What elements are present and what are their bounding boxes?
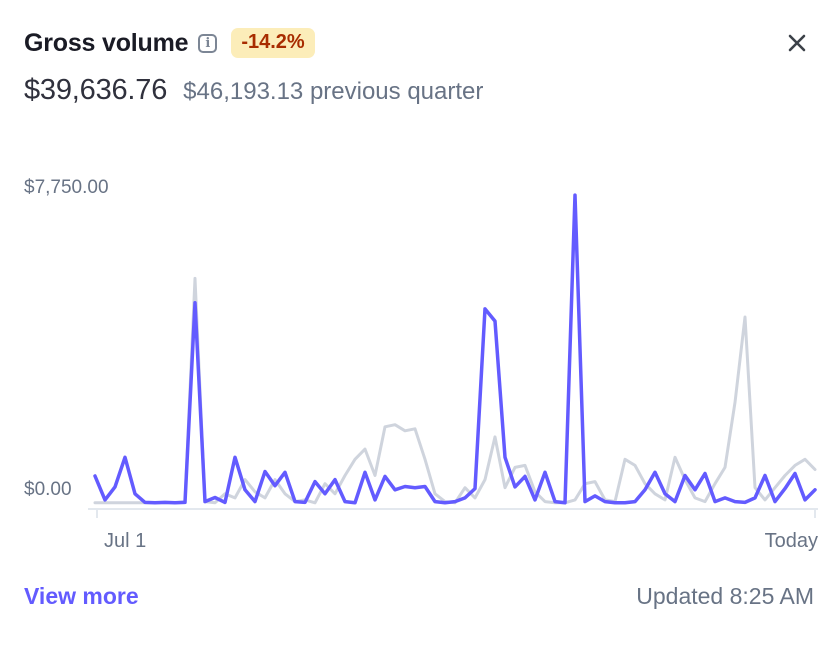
y-axis-max-label: $7,750.00 bbox=[24, 177, 109, 198]
current-amount: $39,636.76 bbox=[24, 74, 168, 106]
x-axis-start-label: Jul 1 bbox=[104, 530, 147, 552]
amount-row: $39,636.76 $46,193.13 previous quarter bbox=[0, 74, 838, 107]
x-axis-end-label: Today bbox=[764, 530, 818, 552]
card-header: Gross volume i -14.2% bbox=[0, 0, 838, 60]
current-quarter-line bbox=[93, 193, 817, 505]
close-button[interactable] bbox=[780, 26, 814, 60]
gross-volume-chart[interactable] bbox=[0, 169, 838, 561]
close-icon bbox=[788, 34, 806, 52]
view-more-link[interactable]: View more bbox=[24, 583, 139, 609]
chart-area: $7,750.00 $0.00 Jul 1 Today bbox=[0, 169, 838, 561]
card-footer: View more Updated 8:25 AM bbox=[0, 583, 838, 610]
card-title: Gross volume bbox=[24, 28, 189, 57]
info-icon[interactable]: i bbox=[198, 33, 218, 53]
y-axis-zero-label: $0.00 bbox=[24, 479, 72, 500]
change-badge: -14.2% bbox=[231, 28, 315, 58]
updated-timestamp: Updated 8:25 AM bbox=[636, 583, 814, 609]
previous-quarter-amount: $46,193.13 previous quarter bbox=[183, 78, 484, 105]
